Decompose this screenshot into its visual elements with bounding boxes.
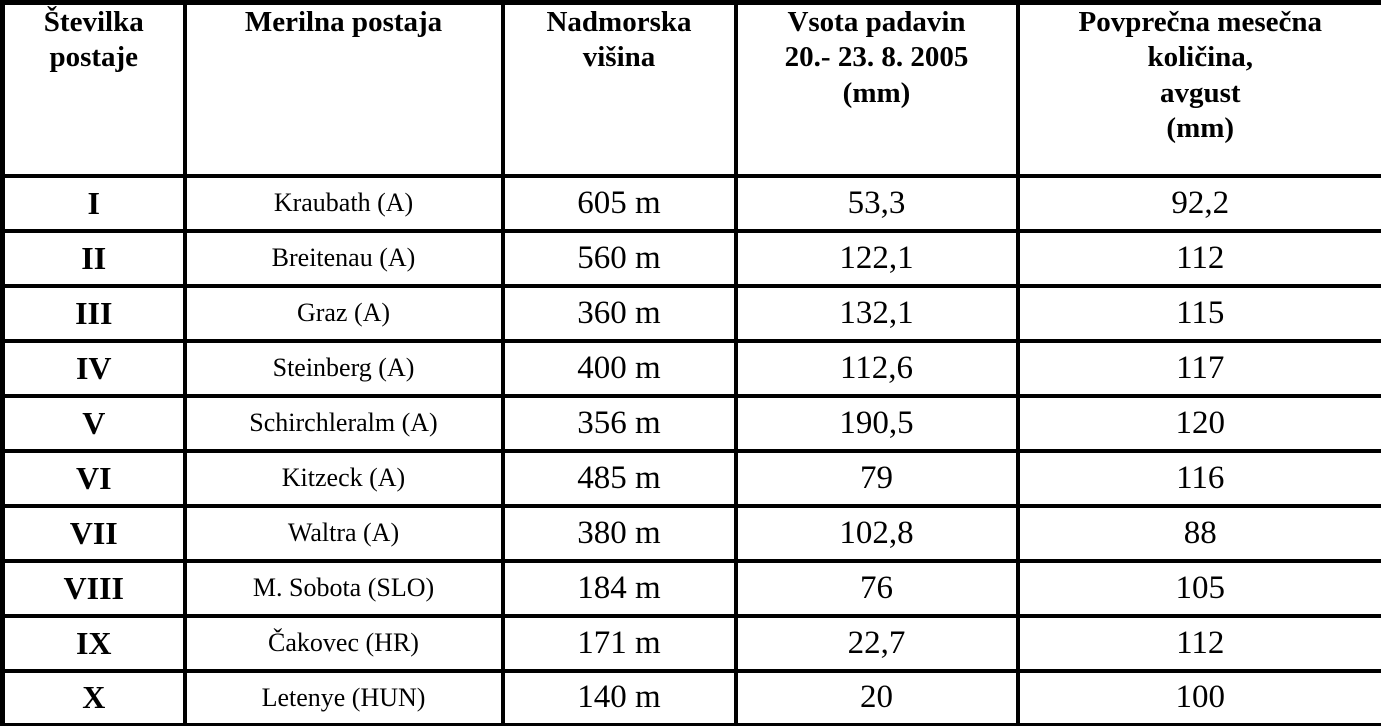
cell-precipitation-sum: 132,1 [733,283,1020,343]
cell-elevation: 400 m [500,338,738,398]
cell-monthly-average: 88 [1015,503,1381,563]
cell-precipitation-sum: 20 [733,668,1020,726]
cell-station-number: VII [0,503,187,563]
cell-monthly-average: 100 [1015,668,1381,726]
cell-precipitation-sum: 122,1 [733,228,1020,288]
cell-elevation: 360 m [500,283,738,343]
cell-station-name: Čakovec (HR) [182,613,505,673]
header-row: Številka postaje Merilna postaja Nadmors… [0,0,1381,178]
cell-elevation: 184 m [500,558,738,618]
cell-precipitation-sum: 22,7 [733,613,1020,673]
cell-monthly-average: 92,2 [1015,173,1381,233]
cell-elevation: 560 m [500,228,738,288]
cell-monthly-average: 117 [1015,338,1381,398]
cell-precipitation-sum: 102,8 [733,503,1020,563]
cell-station-name: Graz (A) [182,283,505,343]
table-row: V Schirchleralm (A) 356 m 190,5 120 [0,393,1381,453]
cell-station-name: Schirchleralm (A) [182,393,505,453]
cell-station-number: VI [0,448,187,508]
cell-station-name: Breitenau (A) [182,228,505,288]
cell-precipitation-sum: 53,3 [733,173,1020,233]
cell-station-number: III [0,283,187,343]
cell-station-number: V [0,393,187,453]
table-row: X Letenye (HUN) 140 m 20 100 [0,668,1381,726]
cell-station-number: X [0,668,187,726]
header-precipitation-sum: Vsota padavin 20.- 23. 8. 2005 (mm) [733,0,1020,178]
cell-monthly-average: 112 [1015,613,1381,673]
cell-station-number: IV [0,338,187,398]
cell-station-number: I [0,173,187,233]
table-row: III Graz (A) 360 m 132,1 115 [0,283,1381,343]
cell-station-name: Kitzeck (A) [182,448,505,508]
cell-elevation: 140 m [500,668,738,726]
cell-station-number: VIII [0,558,187,618]
header-monthly-average: Povprečna mesečna količina, avgust (mm) [1015,0,1381,178]
cell-monthly-average: 112 [1015,228,1381,288]
cell-elevation: 485 m [500,448,738,508]
cell-elevation: 171 m [500,613,738,673]
cell-station-number: II [0,228,187,288]
table-row: VII Waltra (A) 380 m 102,8 88 [0,503,1381,563]
table-row: II Breitenau (A) 560 m 122,1 112 [0,228,1381,288]
header-measuring-station: Merilna postaja [182,0,505,178]
cell-precipitation-sum: 112,6 [733,338,1020,398]
header-station-number: Številka postaje [0,0,187,178]
cell-precipitation-sum: 79 [733,448,1020,508]
cell-precipitation-sum: 76 [733,558,1020,618]
table-row: IV Steinberg (A) 400 m 112,6 117 [0,338,1381,398]
table-row: VI Kitzeck (A) 485 m 79 116 [0,448,1381,508]
cell-precipitation-sum: 190,5 [733,393,1020,453]
cell-elevation: 380 m [500,503,738,563]
cell-station-name: Kraubath (A) [182,173,505,233]
table-row: I Kraubath (A) 605 m 53,3 92,2 [0,173,1381,233]
cell-station-name: Waltra (A) [182,503,505,563]
cell-station-name: Steinberg (A) [182,338,505,398]
table-row: IX Čakovec (HR) 171 m 22,7 112 [0,613,1381,673]
cell-monthly-average: 105 [1015,558,1381,618]
cell-elevation: 356 m [500,393,738,453]
cell-monthly-average: 115 [1015,283,1381,343]
cell-monthly-average: 116 [1015,448,1381,508]
cell-station-number: IX [0,613,187,673]
table-row: VIII M. Sobota (SLO) 184 m 76 105 [0,558,1381,618]
cell-monthly-average: 120 [1015,393,1381,453]
cell-elevation: 605 m [500,173,738,233]
header-elevation: Nadmorska višina [500,0,738,178]
cell-station-name: M. Sobota (SLO) [182,558,505,618]
cell-station-name: Letenye (HUN) [182,668,505,726]
